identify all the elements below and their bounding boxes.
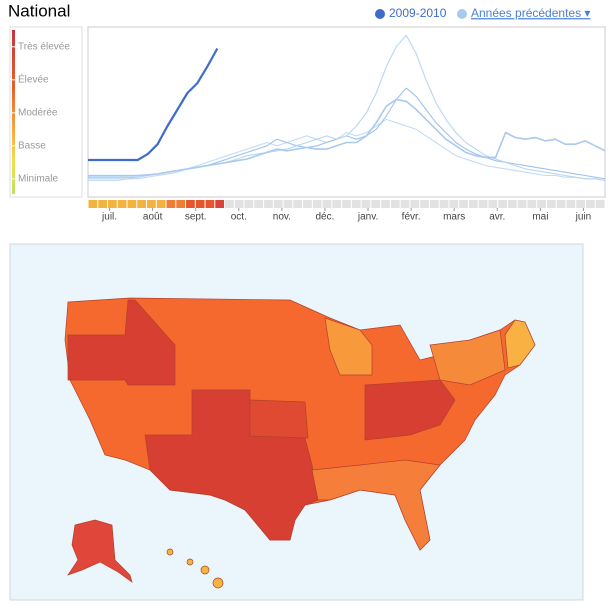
region-south — [311, 459, 441, 551]
week-level — [264, 200, 273, 208]
y-tick-label: Très élevée — [18, 41, 70, 52]
week-level — [361, 200, 371, 208]
y-tick-label: Basse — [18, 140, 46, 151]
week-level — [449, 200, 459, 208]
legend-marker — [375, 9, 385, 19]
y-tick-label: Élevée — [18, 72, 49, 85]
week-level — [420, 200, 429, 208]
week-level — [195, 200, 205, 208]
week-level — [166, 200, 176, 208]
week-level — [351, 200, 361, 208]
y-tick-label: Minimale — [18, 173, 58, 184]
x-tick-label: févr. — [402, 212, 421, 223]
level-panel — [9, 26, 83, 198]
series-line — [88, 47, 219, 162]
week-level — [273, 200, 283, 208]
week-level — [293, 200, 303, 208]
x-tick-label: mars — [443, 212, 465, 223]
week-level — [576, 200, 585, 208]
legend-label: 2009-2010 — [389, 6, 447, 20]
week-level — [381, 200, 390, 208]
week-level — [176, 200, 186, 208]
week-level — [205, 200, 215, 208]
week-level — [215, 200, 225, 208]
region-ne — [429, 329, 506, 386]
legend-label[interactable]: Années précédentes ▾ — [471, 6, 590, 20]
series-line — [88, 98, 606, 177]
level-scale — [12, 30, 15, 194]
week-level — [244, 200, 254, 208]
week-level — [303, 200, 312, 208]
week-level — [156, 200, 166, 208]
week-level — [137, 200, 147, 208]
week-level — [517, 200, 527, 208]
x-tick-label: août — [143, 212, 163, 223]
week-level — [254, 200, 264, 208]
week-level — [585, 200, 595, 208]
x-tick-label: sept. — [185, 212, 207, 223]
week-level — [527, 200, 537, 208]
week-level — [488, 200, 498, 208]
legend-marker — [457, 9, 467, 19]
x-tick-label: déc. — [316, 212, 335, 223]
week-level — [117, 200, 127, 208]
plot-frame — [87, 26, 606, 198]
week-level — [283, 200, 293, 208]
us-map — [64, 297, 536, 589]
x-tick-label: oct. — [231, 212, 247, 223]
week-level — [507, 200, 517, 208]
week-level — [546, 200, 556, 208]
week-level — [108, 200, 117, 208]
alaska — [67, 519, 133, 583]
week-level — [400, 200, 410, 208]
week-level — [332, 200, 342, 208]
week-level — [439, 200, 449, 208]
week-level — [127, 200, 137, 208]
region-nw — [67, 299, 176, 386]
week-level — [342, 200, 351, 208]
week-level — [98, 200, 108, 208]
week-level — [498, 200, 507, 208]
week-level — [459, 200, 468, 208]
region-sw — [144, 389, 319, 541]
week-level — [429, 200, 439, 208]
week-level — [556, 200, 566, 208]
region-plains — [249, 399, 309, 439]
week-level — [371, 200, 381, 208]
x-tick-label: juin — [575, 212, 592, 223]
hawaii — [166, 548, 174, 556]
week-level — [147, 200, 156, 208]
week-level — [390, 200, 400, 208]
week-level — [225, 200, 234, 208]
week-level — [468, 200, 478, 208]
series-line — [88, 118, 606, 182]
region-lakes — [324, 317, 373, 376]
week-level — [537, 200, 546, 208]
week-level — [186, 200, 195, 208]
x-tick-label: nov. — [273, 212, 291, 223]
week-level — [595, 200, 605, 208]
x-tick-label: mai — [532, 212, 548, 223]
week-level — [410, 200, 420, 208]
week-level — [312, 200, 322, 208]
x-tick-label: avr. — [489, 212, 505, 223]
chart-title: National — [8, 1, 70, 20]
x-tick-label: janv. — [357, 212, 378, 223]
week-level — [566, 200, 576, 208]
region-maine — [504, 319, 536, 369]
hawaii — [212, 577, 224, 589]
week-level — [234, 200, 244, 208]
week-level — [322, 200, 332, 208]
hawaii — [200, 565, 210, 575]
x-tick-label: juil. — [101, 212, 117, 223]
y-tick-label: Modérée — [18, 107, 58, 118]
hawaii — [186, 558, 194, 566]
week-level — [88, 200, 98, 208]
week-level — [478, 200, 488, 208]
